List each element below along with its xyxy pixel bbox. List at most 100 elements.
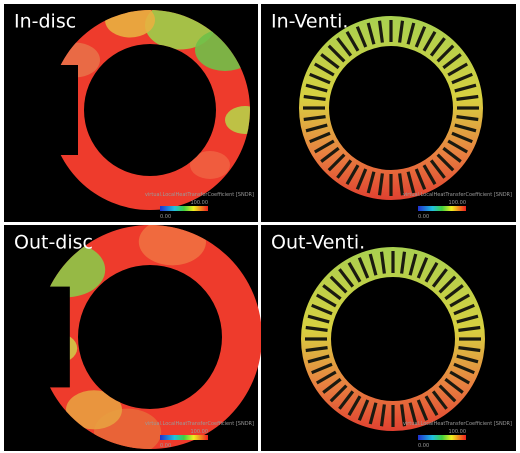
- colorbar-min: 0.00: [418, 214, 429, 220]
- heat-region: [225, 106, 250, 134]
- vent-channel: [313, 139, 335, 154]
- colorbar: [418, 435, 466, 440]
- vent-channel: [379, 404, 386, 427]
- vent-channel: [379, 251, 386, 274]
- vent-channel: [366, 22, 376, 45]
- vent-channel: [458, 325, 481, 332]
- vent-channel: [320, 146, 340, 163]
- vent-channel: [400, 251, 407, 274]
- panel-label: Out-disc: [14, 232, 93, 254]
- vent-channel: [416, 399, 429, 421]
- vent-channel: [303, 115, 326, 122]
- panel: Out-Venti. virtual.LocalHeatTransferCoeff…: [261, 225, 516, 451]
- vent-channel: [451, 72, 473, 85]
- vent-channel: [309, 72, 331, 85]
- vent-channel: [442, 146, 462, 163]
- vent-channel: [307, 354, 330, 364]
- vent-channel: [438, 275, 457, 294]
- vent-channel: [368, 253, 378, 276]
- vent-channel: [357, 257, 370, 279]
- vent-channel: [456, 354, 479, 364]
- panel: Out-disc virtual.LocalHeatTransferCoeffic…: [4, 225, 262, 451]
- colorbar-max: 100.00: [191, 429, 209, 435]
- colorbar: [160, 206, 208, 211]
- vent-channel: [449, 293, 471, 308]
- vent-channel: [305, 123, 328, 133]
- vent-channel: [453, 303, 475, 316]
- vent-channel: [444, 377, 464, 394]
- vent-channel: [329, 275, 348, 294]
- vent-channel: [322, 377, 342, 394]
- vent-channel: [366, 171, 376, 194]
- vent-channel: [436, 44, 455, 63]
- vent-channel: [338, 268, 355, 288]
- colorbar-min: 0.00: [418, 443, 429, 449]
- vent-channel: [355, 168, 368, 190]
- vent-channel: [305, 325, 328, 332]
- colorbar-max: 100.00: [449, 200, 467, 206]
- vent-channel: [406, 171, 416, 194]
- vent-channel: [456, 94, 479, 101]
- colorbar-caption: virtual.LocalHeatTransferCoefficient [SN…: [403, 192, 512, 198]
- vent-channel: [436, 153, 455, 172]
- vent-channel: [447, 62, 469, 77]
- vent-channel: [305, 83, 328, 93]
- vent-channel: [442, 53, 462, 70]
- vent-channel: [355, 26, 368, 48]
- colorbar: [160, 435, 208, 440]
- vent-channel: [336, 37, 353, 57]
- vent-channel: [336, 159, 353, 179]
- vent-channel: [431, 268, 448, 288]
- vent-channel: [449, 370, 471, 385]
- colorbar-min: 0.00: [160, 214, 171, 220]
- vent-channel: [408, 253, 418, 276]
- vent-channel: [424, 395, 439, 417]
- vent-channel: [322, 284, 342, 301]
- vent-channel: [416, 257, 429, 279]
- vent-channel: [414, 26, 427, 48]
- vent-channel: [303, 94, 326, 101]
- colorbar-caption: virtual.LocalHeatTransferCoefficient [SN…: [145, 421, 254, 427]
- vent-channel: [414, 168, 427, 190]
- vent-channel: [431, 390, 448, 410]
- heat-region: [190, 151, 230, 179]
- heat-region: [66, 390, 122, 430]
- vent-channel: [444, 284, 464, 301]
- vent-channel: [357, 399, 370, 421]
- vent-channel: [345, 30, 360, 52]
- vent-channel: [320, 53, 340, 70]
- vent-channel: [454, 123, 477, 133]
- vent-channel: [400, 404, 407, 427]
- vent-channel: [338, 390, 355, 410]
- panel-label: In-Venti.: [271, 11, 348, 33]
- panel: In-disc virtual.LocalHeatTransferCoeffici…: [4, 4, 258, 222]
- vent-channel: [406, 22, 416, 45]
- vent-channel: [305, 346, 328, 353]
- vent-channel: [447, 139, 469, 154]
- vent-channel: [311, 303, 333, 316]
- colorbar-caption: virtual.LocalHeatTransferCoefficient [SN…: [145, 192, 254, 198]
- vent-channel: [309, 131, 331, 144]
- vent-channel: [422, 164, 437, 186]
- vent-channel: [377, 173, 384, 196]
- colorbar-max: 100.00: [191, 200, 209, 206]
- vent-channel: [454, 83, 477, 93]
- colorbar-caption: virtual.LocalHeatTransferCoefficient [SN…: [403, 421, 512, 427]
- vent-channel: [398, 173, 405, 196]
- vent-channel: [315, 293, 337, 308]
- vent-channel: [429, 37, 446, 57]
- vent-channel: [307, 314, 330, 324]
- vent-channel: [456, 115, 479, 122]
- vent-channel: [458, 346, 481, 353]
- vent-channel: [347, 395, 362, 417]
- vent-channel: [347, 261, 362, 283]
- vent-channel: [438, 384, 457, 403]
- vent-channel: [327, 153, 346, 172]
- colorbar-min: 0.00: [160, 443, 171, 449]
- vent-channel: [327, 44, 346, 63]
- vent-channel: [329, 384, 348, 403]
- vent-channel: [398, 20, 405, 43]
- panel: In-Venti. virtual.LocalHeatTransferCoeffi…: [261, 4, 516, 222]
- vent-channel: [408, 402, 418, 425]
